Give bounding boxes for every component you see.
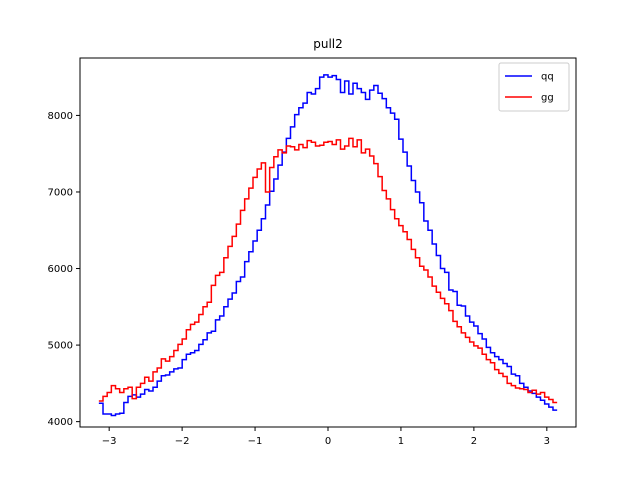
series-gg-line (98, 137, 558, 404)
legend-label-qq: qq (541, 72, 554, 83)
legend: qq gg (498, 62, 570, 112)
y-tick-label: 6000 (48, 264, 73, 275)
y-tick-label: 8000 (48, 111, 73, 122)
y-axis-ticks: 4000 5000 6000 7000 8000 (48, 111, 80, 428)
x-tick-label: 2 (471, 436, 477, 447)
legend-box (498, 62, 570, 112)
x-tick-label: −3 (102, 436, 117, 447)
legend-label-gg: gg (541, 93, 554, 104)
series-layer (98, 74, 558, 417)
y-tick-label: 5000 (48, 341, 73, 352)
x-tick-label: 3 (544, 436, 550, 447)
x-tick-label: −1 (248, 436, 263, 447)
x-tick-label: 1 (398, 436, 404, 447)
x-tick-label: 0 (325, 436, 331, 447)
y-tick-label: 4000 (48, 417, 73, 428)
y-tick-label: 7000 (48, 187, 73, 198)
x-tick-label: −2 (175, 436, 190, 447)
x-axis-ticks: −3 −2 −1 0 1 2 3 (102, 427, 550, 447)
chart-title: pull2 (313, 37, 343, 51)
series-qq-line (98, 74, 558, 417)
